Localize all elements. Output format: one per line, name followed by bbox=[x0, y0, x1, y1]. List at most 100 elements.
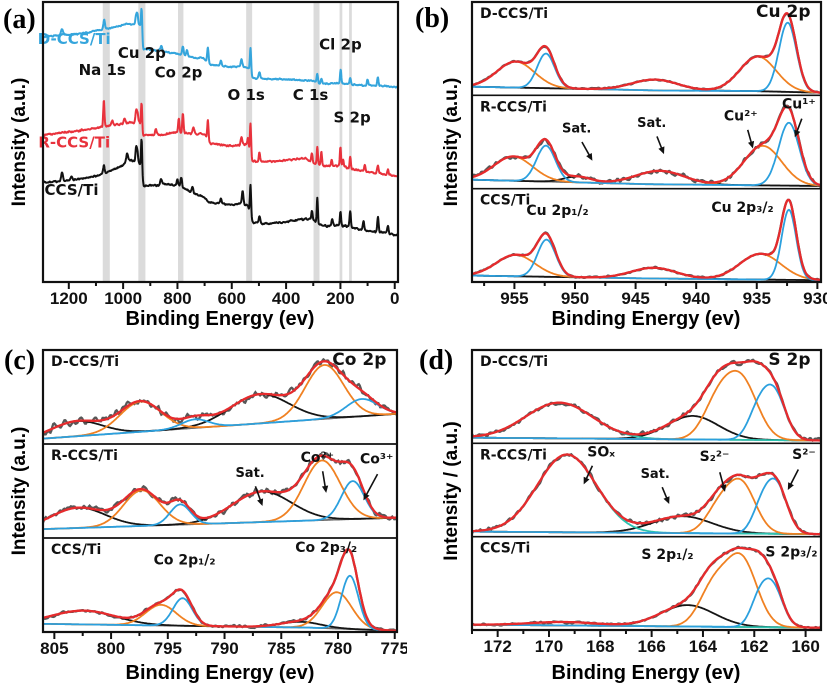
svg-text:Cu 2p₁/₂: Cu 2p₁/₂ bbox=[526, 203, 588, 219]
blue-component bbox=[472, 208, 821, 282]
axis: 172 170 168 166 164 162 160 bbox=[470, 348, 823, 656]
subpanel-D-CCS-Ti: D-CCS/Ti S 2p bbox=[470, 350, 822, 443]
svg-text:600: 600 bbox=[218, 289, 246, 308]
svg-text:200: 200 bbox=[326, 289, 354, 308]
dark-component bbox=[42, 393, 398, 434]
trace-D-CCS/Ti bbox=[42, 7, 399, 89]
svg-text:Cu¹⁺: Cu¹⁺ bbox=[782, 96, 816, 112]
band-S2p bbox=[349, 3, 352, 281]
svg-text:950: 950 bbox=[561, 289, 589, 308]
svg-text:Co 2p: Co 2p bbox=[332, 350, 386, 370]
envelope-curve bbox=[42, 360, 398, 434]
svg-text:Co²⁺: Co²⁺ bbox=[301, 450, 334, 466]
svg-text:CCS/Ti: CCS/Ti bbox=[480, 541, 530, 557]
svg-text:805: 805 bbox=[40, 639, 68, 658]
panel-b-letter: (b) bbox=[415, 3, 450, 34]
svg-text:955: 955 bbox=[500, 289, 528, 308]
band-Co2p bbox=[177, 3, 184, 281]
svg-text:Cu 2p: Cu 2p bbox=[118, 44, 166, 62]
subpanel-D-CCS-Ti: D-CCS/Ti Cu 2p bbox=[471, 2, 822, 94]
panel-a-xlabel: Binding Energy (ev) bbox=[125, 308, 315, 330]
envelope-curve bbox=[471, 360, 821, 442]
subpanel-CCS-Ti: CCS/Ti Co 2p₁/₂ Co 2p₃/₂ bbox=[42, 537, 398, 633]
svg-text:S 2p₃/₂: S 2p₃/₂ bbox=[765, 544, 817, 560]
subpanel-CCS-Ti: CCS/Ti S 2p₁/₂ S 2p₃/₂ bbox=[471, 535, 823, 630]
svg-text:D-CCS/Ti: D-CCS/Ti bbox=[480, 354, 548, 370]
trace-R-CCS/Ti bbox=[42, 100, 399, 178]
svg-text:Cu²⁺: Cu²⁺ bbox=[724, 109, 758, 125]
svg-text:Sat.: Sat. bbox=[637, 116, 666, 131]
svg-text:S²⁻: S²⁻ bbox=[792, 447, 816, 463]
subpanel-D-CCS-Ti: D-CCS/Ti Co 2p bbox=[42, 350, 398, 440]
blue-component bbox=[472, 21, 822, 94]
blue-component bbox=[472, 577, 821, 629]
svg-text:940: 940 bbox=[682, 289, 710, 308]
svg-text:945: 945 bbox=[621, 289, 649, 308]
panel-d-plot: D-CCS/Ti S 2p R-CCS/Ti SOₓ Sat. S₂²⁻ S²⁻ CCS/Ti… bbox=[470, 348, 823, 656]
svg-text:Cu 2p₃/₂: Cu 2p₃/₂ bbox=[711, 200, 773, 216]
svg-text:172: 172 bbox=[483, 637, 511, 656]
svg-text:Sat.: Sat. bbox=[641, 467, 670, 482]
svg-text:775: 775 bbox=[381, 639, 407, 658]
blue-component bbox=[472, 477, 821, 535]
svg-text:Co 2p: Co 2p bbox=[155, 64, 203, 82]
svg-text:CCS/Ti: CCS/Ti bbox=[51, 542, 101, 558]
svg-text:935: 935 bbox=[743, 289, 771, 308]
svg-text:R-CCS/Ti: R-CCS/Ti bbox=[480, 99, 547, 115]
svg-text:Sat.: Sat. bbox=[562, 122, 591, 137]
panel-a-ylabel: Intensity (a.u.) bbox=[9, 77, 30, 207]
axis: 955 950 945 940 935 930 bbox=[470, 0, 827, 308]
dark-component bbox=[42, 609, 397, 632]
svg-text:170: 170 bbox=[535, 637, 563, 656]
subpanel-R-CCS-Ti: R-CCS/Ti SOₓ Sat. S₂²⁻ S²⁻ bbox=[471, 442, 823, 536]
orange-component bbox=[42, 364, 397, 440]
svg-text:R-CCS/Ti: R-CCS/Ti bbox=[51, 448, 118, 464]
panel-b-plot: D-CCS/Ti Cu 2p R-CCS/Ti Sat. Sat. Cu²⁺ Cu¹⁺ CCS… bbox=[470, 0, 827, 308]
svg-text:1000: 1000 bbox=[104, 289, 142, 308]
blue-component bbox=[42, 398, 398, 440]
svg-text:1200: 1200 bbox=[50, 289, 88, 308]
svg-text:SOₓ: SOₓ bbox=[587, 444, 615, 460]
svg-text:800: 800 bbox=[163, 289, 191, 308]
svg-text:162: 162 bbox=[740, 637, 768, 656]
svg-text:S 2p: S 2p bbox=[768, 350, 810, 370]
orange-component bbox=[472, 369, 821, 442]
svg-text:R-CCS/Ti: R-CCS/Ti bbox=[480, 447, 547, 463]
envelope-curve bbox=[471, 105, 822, 187]
panel-d-letter: (d) bbox=[419, 345, 454, 376]
svg-text:795: 795 bbox=[154, 639, 182, 658]
panel-d-xlabel: Binding Energy (ev) bbox=[551, 662, 741, 684]
envelope-curve bbox=[471, 198, 822, 282]
blue-component bbox=[472, 383, 821, 442]
svg-text:CCS/Ti: CCS/Ti bbox=[480, 193, 530, 209]
svg-text:D-CCS/Ti: D-CCS/Ti bbox=[38, 30, 111, 48]
svg-text:800: 800 bbox=[97, 639, 125, 658]
svg-text:160: 160 bbox=[791, 637, 819, 656]
svg-text:S 2p₁/₂: S 2p₁/₂ bbox=[641, 547, 693, 563]
panel-c-xlabel: Binding Energy (ev) bbox=[125, 662, 315, 684]
envelope-curve bbox=[472, 546, 821, 629]
subpanel-R-CCS-Ti: R-CCS/Ti Sat. Sat. Cu²⁺ Cu¹⁺ bbox=[471, 94, 823, 189]
envelope-curve bbox=[42, 454, 397, 522]
svg-text:Cu 2p: Cu 2p bbox=[756, 2, 811, 22]
panel-a-letter: (a) bbox=[3, 4, 36, 35]
subpanel-R-CCS-Ti: R-CCS/Ti Sat. Co²⁺ Co³⁺ bbox=[41, 443, 398, 530]
svg-text:CCS/Ti: CCS/Ti bbox=[45, 181, 99, 199]
panel-c-letter: (c) bbox=[4, 345, 36, 376]
survey-traces: D-CCS/Ti R-CCS/Ti CCS/Ti bbox=[38, 7, 399, 237]
band-Na1s bbox=[102, 3, 110, 281]
band-Cl2p bbox=[339, 3, 343, 281]
svg-text:O 1s: O 1s bbox=[227, 86, 264, 104]
svg-text:C 1s: C 1s bbox=[293, 86, 329, 104]
svg-text:Cl 2p: Cl 2p bbox=[319, 36, 362, 54]
svg-text:Co 2p₁/₂: Co 2p₁/₂ bbox=[154, 552, 216, 568]
svg-text:780: 780 bbox=[324, 639, 352, 658]
svg-text:D-CCS/Ti: D-CCS/Ti bbox=[480, 6, 548, 22]
svg-text:D-CCS/Ti: D-CCS/Ti bbox=[51, 354, 119, 370]
svg-text:166: 166 bbox=[637, 637, 665, 656]
band-C1s bbox=[313, 3, 320, 281]
